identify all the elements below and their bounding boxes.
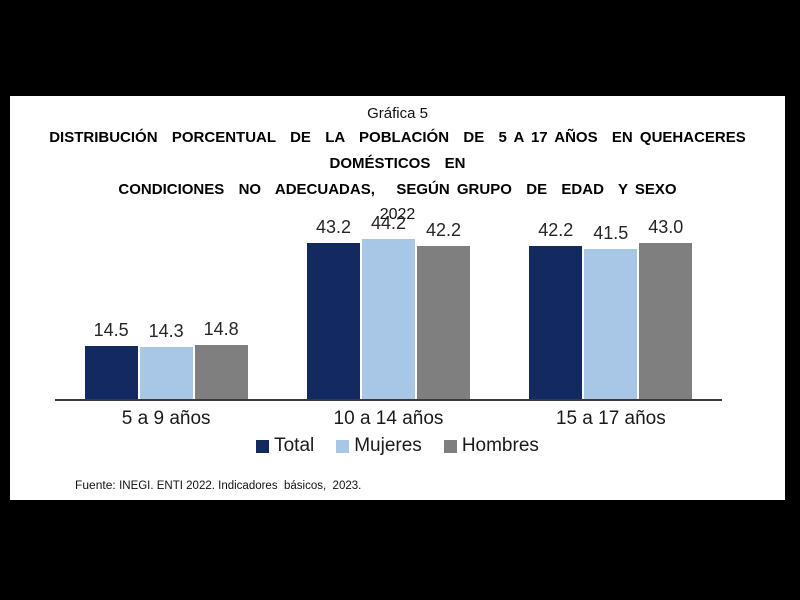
bar-value-label: 42.2 xyxy=(425,220,461,240)
bar xyxy=(639,243,693,399)
bar-group: 43.2 44.2 42.2 xyxy=(277,200,499,399)
legend-label: Total xyxy=(274,435,315,456)
category-label: 15 a 17 años xyxy=(555,408,666,429)
bar-column-hombres: 42.2 xyxy=(416,220,470,399)
bar-value-label: 44.2 xyxy=(370,213,406,233)
bar-column-hombres: 43.0 xyxy=(639,217,693,399)
legend-item-hombres: Hombres xyxy=(443,435,539,457)
bar-value-label: 14.8 xyxy=(203,319,239,339)
bar-column-total: 43.2 xyxy=(306,217,360,399)
bar xyxy=(306,243,360,399)
chart-header: Gráfica 5 DISTRIBUCIÓN PORCENTUAL DE LA … xyxy=(10,103,785,226)
legend-swatch-icon xyxy=(256,439,270,453)
bar-value-label: 41.5 xyxy=(593,223,629,243)
bar-column-mujeres: 14.3 xyxy=(139,321,193,399)
bar-column-hombres: 14.8 xyxy=(194,319,248,399)
bar-column-total: 14.5 xyxy=(84,320,138,399)
bar xyxy=(529,246,583,399)
chart-title-line1: DISTRIBUCIÓN PORCENTUAL DE LA POBLACIÓN … xyxy=(49,129,761,172)
bar-column-mujeres: 44.2 xyxy=(361,213,415,399)
bar-value-label: 14.5 xyxy=(93,320,129,340)
source-text: INEGI. ENTI 2022. Indicadores básicos, 2… xyxy=(119,480,362,492)
bar xyxy=(194,345,248,399)
figure-label: Gráfica 5 xyxy=(367,105,428,122)
legend-item-mujeres: Mujeres xyxy=(336,435,422,457)
bar xyxy=(584,249,638,399)
bar xyxy=(139,347,193,399)
bar-plot-area: 14.5 14.3 14.8 43.2 44.2 42.2 42.2 41.5 43.0 xyxy=(55,200,722,401)
source-label: Fuente: xyxy=(75,478,116,492)
bar xyxy=(416,246,470,399)
legend-swatch-icon xyxy=(336,439,350,453)
bar-value-label: 42.2 xyxy=(538,220,574,240)
bar-value-label: 43.2 xyxy=(315,217,351,237)
chart-page: Gráfica 5 DISTRIBUCIÓN PORCENTUAL DE LA … xyxy=(10,96,785,500)
source-note: Fuente: INEGI. ENTI 2022. Indicadores bá… xyxy=(55,464,361,506)
bar-group: 42.2 41.5 43.0 xyxy=(500,200,722,399)
category-label: 5 a 9 años xyxy=(121,408,211,429)
chart-year: 2022 xyxy=(379,206,416,223)
bar-value-label: 14.3 xyxy=(148,321,184,341)
chart-title-line2: CONDICIONES NO ADECUADAS, SEGÚN GRUPO DE… xyxy=(118,181,677,198)
legend-label: Mujeres xyxy=(354,435,422,456)
category-axis-labels: 5 a 9 años 10 a 14 años 15 a 17 años xyxy=(55,408,722,430)
bar-value-label: 43.0 xyxy=(648,217,684,237)
legend: Total Mujeres Hombres xyxy=(10,435,785,457)
legend-item-total: Total xyxy=(256,435,314,457)
bar-column-total: 42.2 xyxy=(529,220,583,399)
legend-swatch-icon xyxy=(443,439,457,453)
bar xyxy=(361,239,415,399)
bar-group: 14.5 14.3 14.8 xyxy=(55,200,277,399)
bar-column-mujeres: 41.5 xyxy=(584,223,638,399)
bar xyxy=(84,346,138,399)
legend-label: Hombres xyxy=(461,435,539,456)
category-label: 10 a 14 años xyxy=(333,408,444,429)
